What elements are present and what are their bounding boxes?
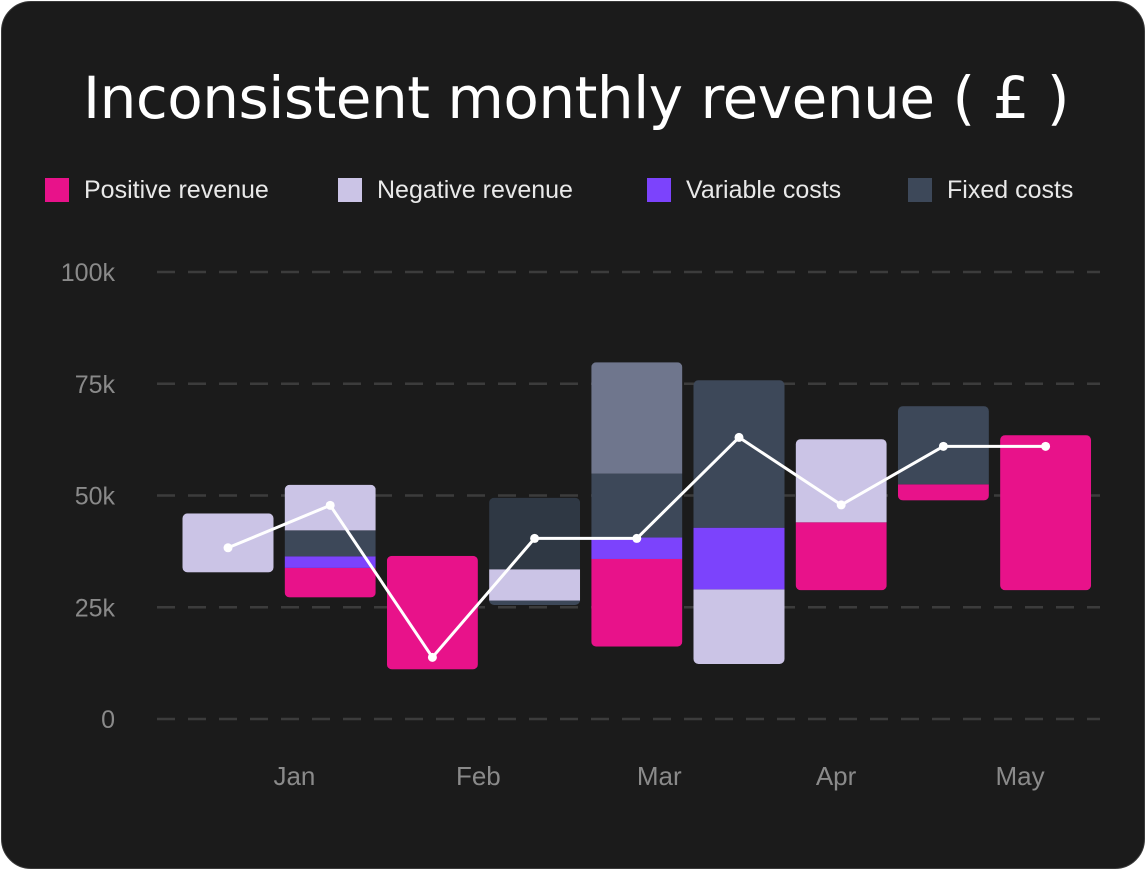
bar-segment bbox=[591, 537, 683, 559]
legend-swatch-negative-revenue bbox=[338, 178, 362, 202]
bar-group bbox=[182, 513, 274, 573]
trend-point bbox=[836, 500, 846, 510]
trend-point bbox=[938, 441, 948, 451]
bar-segment bbox=[591, 558, 683, 647]
legend-item-negative-revenue: Negative revenue bbox=[338, 174, 573, 206]
chart-title: Inconsistent monthly revenue ( £ ) bbox=[83, 64, 1069, 132]
legend-label-variable-costs: Variable costs bbox=[686, 175, 842, 204]
bar-segment bbox=[693, 527, 785, 590]
trend-point bbox=[1041, 441, 1051, 451]
bar-group bbox=[1000, 435, 1092, 591]
trend-point bbox=[530, 533, 540, 543]
bar-segment bbox=[897, 484, 989, 501]
bar-group bbox=[284, 484, 376, 598]
x-tick-label: Mar bbox=[637, 761, 682, 791]
trend-point bbox=[632, 533, 642, 543]
bar-group bbox=[795, 439, 887, 591]
legend-swatch-variable-costs bbox=[647, 178, 671, 202]
bar-group bbox=[591, 362, 683, 647]
bar-segment bbox=[795, 522, 887, 591]
legend-label-positive-revenue: Positive revenue bbox=[84, 175, 269, 204]
bar-segment bbox=[591, 362, 683, 474]
y-tick-label: 0 bbox=[101, 706, 115, 734]
y-tick-label: 75k bbox=[75, 371, 116, 399]
legend-item-variable-costs: Variable costs bbox=[647, 174, 841, 206]
legend-label-fixed-costs: Fixed costs bbox=[947, 175, 1074, 204]
x-tick-label: Jan bbox=[273, 761, 315, 791]
trend-point bbox=[734, 432, 744, 442]
y-tick-label: 25k bbox=[75, 594, 116, 622]
x-tick-label: Apr bbox=[816, 761, 857, 791]
x-tick-label: May bbox=[995, 761, 1044, 791]
bar-segment bbox=[795, 439, 887, 523]
legend-label-negative-revenue: Negative revenue bbox=[377, 175, 573, 204]
bar-segment bbox=[489, 497, 581, 570]
y-tick-label: 50k bbox=[75, 483, 116, 511]
trend-point bbox=[223, 543, 233, 553]
trend-point bbox=[325, 500, 335, 510]
bar-segment bbox=[182, 513, 274, 573]
trend-point bbox=[427, 652, 437, 662]
bar-segment bbox=[489, 600, 581, 606]
legend-item-positive-revenue: Positive revenue bbox=[45, 174, 269, 206]
bar-group bbox=[897, 406, 989, 501]
bar-segment bbox=[591, 473, 683, 538]
legend-item-fixed-costs: Fixed costs bbox=[908, 174, 1073, 206]
y-tick-label: 100k bbox=[61, 259, 116, 287]
bar-segment bbox=[284, 567, 376, 598]
legend-swatch-fixed-costs bbox=[908, 178, 932, 202]
bar-segment bbox=[693, 589, 785, 665]
bar-segment bbox=[1000, 435, 1092, 591]
x-tick-label: Feb bbox=[456, 761, 501, 791]
bar-segment bbox=[693, 380, 785, 528]
legend-swatch-positive-revenue bbox=[45, 178, 69, 202]
bar-group bbox=[489, 497, 581, 606]
bar-segment bbox=[284, 556, 376, 568]
bar-group bbox=[693, 380, 785, 665]
